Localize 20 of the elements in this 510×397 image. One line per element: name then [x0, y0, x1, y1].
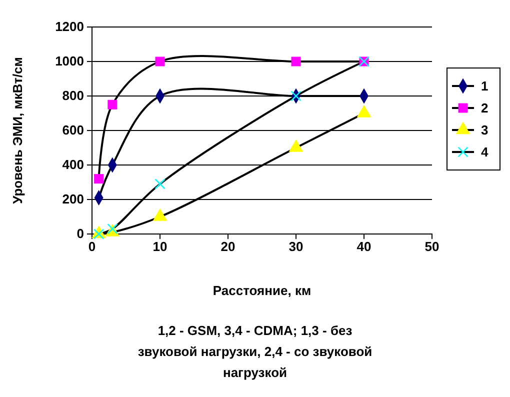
x-tick-label: 10 — [152, 239, 168, 254]
y-tick-label: 800 — [62, 88, 84, 104]
y-tick-label: 1000 — [55, 54, 84, 69]
x-tick-label: 40 — [356, 239, 372, 254]
text: 1,2 - GSM, 3,4 - CDMA; 1,3 - без звуковой нагрузки, 2,4 - со звуковой нагрузкой — [138, 323, 372, 380]
x-tick-label: 0 — [88, 239, 96, 254]
y-tick-label: 200 — [62, 192, 84, 207]
legend-label: 1 — [481, 78, 488, 94]
x-tick-label: 30 — [288, 239, 304, 254]
y-tick-label: 400 — [62, 157, 84, 172]
x-axis-title: Расстояние, км — [212, 283, 312, 298]
x-tick-label: 20 — [220, 239, 236, 254]
y-tick-label: 0 — [76, 226, 84, 242]
y-tick-label: 1200 — [55, 19, 84, 34]
x-tick-label: 50 — [424, 239, 440, 254]
legend-label: 4 — [481, 144, 489, 160]
y-axis-title: Уровень ЭМИ, мкВт/см — [10, 57, 25, 204]
y-tick-label: 600 — [62, 122, 84, 138]
legend-label: 3 — [481, 122, 488, 138]
legend-label: 2 — [481, 100, 488, 116]
